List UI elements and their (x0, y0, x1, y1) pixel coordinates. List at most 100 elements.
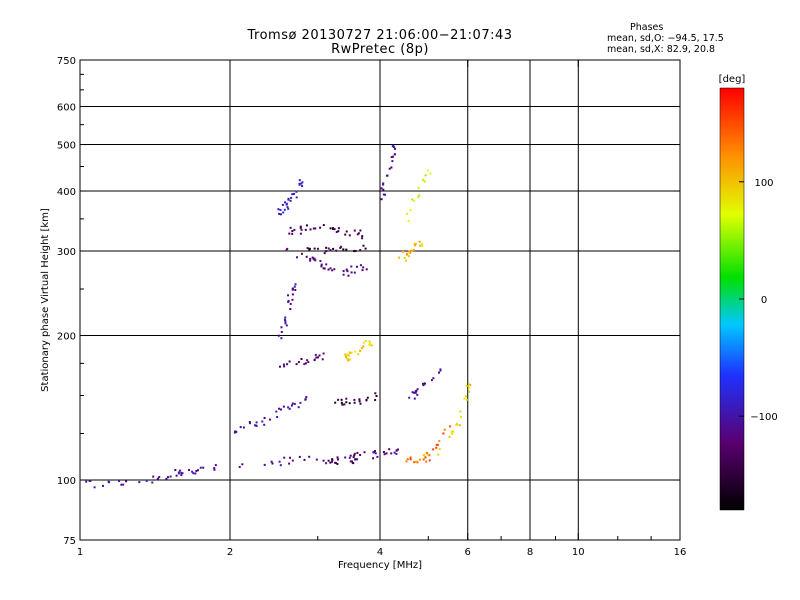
data-point (305, 255, 308, 258)
data-point (291, 459, 294, 462)
data-point (89, 479, 92, 482)
data-point (282, 363, 285, 366)
data-point (255, 424, 258, 427)
data-point (345, 401, 348, 404)
data-point (337, 227, 340, 230)
data-point (321, 358, 324, 361)
data-point (465, 385, 468, 387)
colorbar-label: [deg] (719, 74, 746, 85)
data-point (319, 260, 322, 262)
data-point (388, 167, 391, 170)
data-point (458, 424, 461, 427)
data-point (390, 156, 393, 159)
data-point (295, 363, 298, 366)
data-point (442, 432, 445, 435)
data-point (293, 402, 296, 405)
data-point (361, 269, 364, 272)
data-point (306, 224, 308, 227)
data-point (382, 188, 385, 191)
data-point (270, 460, 273, 463)
data-point (353, 271, 356, 274)
stats-o-mode: mean, sd,O: −94.5, 17.5 (607, 33, 724, 44)
data-point (348, 351, 351, 354)
data-point (372, 457, 375, 460)
data-point (468, 390, 471, 393)
stats-x-mode: mean, sd,X: 82.9, 20.8 (607, 44, 716, 55)
data-point (214, 464, 217, 467)
y-tick-label: 200 (57, 332, 76, 343)
data-point (356, 451, 359, 454)
data-point (169, 475, 172, 478)
data-point (346, 353, 349, 356)
data-point (318, 354, 321, 357)
data-point (346, 270, 349, 273)
data-point (409, 456, 412, 459)
data-point (179, 469, 182, 472)
data-point (420, 243, 423, 246)
data-point (423, 180, 426, 183)
data-point (455, 424, 458, 427)
data-point (300, 228, 303, 231)
data-point (423, 454, 426, 457)
data-point (459, 415, 462, 418)
data-point (280, 408, 282, 411)
y-tick-label: 750 (57, 56, 76, 67)
data-point (167, 476, 169, 479)
data-point (357, 353, 360, 356)
data-point (337, 458, 339, 461)
data-point (368, 343, 371, 346)
data-point (298, 455, 301, 458)
data-point (194, 472, 197, 475)
data-point (197, 469, 199, 472)
data-point (438, 448, 441, 451)
data-point (337, 398, 340, 401)
data-point (235, 430, 238, 433)
data-point (174, 469, 177, 471)
data-point (315, 458, 318, 461)
data-point (435, 446, 438, 449)
data-point (288, 462, 291, 465)
y-tick-label: 400 (57, 187, 76, 198)
data-point (278, 407, 280, 410)
data-point (436, 443, 439, 446)
data-point (465, 395, 468, 398)
data-point (297, 406, 300, 409)
data-point (320, 263, 323, 266)
data-point (335, 249, 338, 252)
data-point (280, 213, 282, 216)
data-point (282, 405, 285, 408)
x-axis-label: Frequency [MHz] (338, 560, 422, 571)
data-point (122, 483, 125, 486)
data-point (353, 398, 356, 401)
data-point (263, 423, 266, 426)
colorbar-tick-label: 0 (761, 295, 767, 306)
data-point (359, 229, 362, 232)
chart-title: Tromsø 20130727 21:06:00−21:07:43 (247, 28, 513, 43)
data-point (370, 344, 373, 347)
data-point (291, 193, 294, 196)
data-point (319, 226, 322, 229)
data-point (333, 228, 336, 231)
data-point (390, 166, 393, 169)
data-point (341, 403, 344, 406)
data-point (350, 271, 353, 274)
data-point (374, 392, 377, 395)
data-point (308, 455, 311, 458)
data-point (365, 398, 368, 401)
data-point (413, 242, 416, 245)
data-point (355, 265, 358, 268)
data-point (291, 298, 294, 301)
data-point (288, 232, 291, 235)
y-tick-label: 600 (57, 103, 76, 114)
data-point (356, 233, 359, 236)
data-point (374, 450, 376, 452)
data-point (293, 285, 296, 288)
data-point (413, 391, 416, 394)
data-point (280, 331, 283, 333)
data-point (347, 354, 350, 357)
data-point (175, 474, 178, 477)
data-point (316, 247, 319, 250)
data-point (294, 289, 297, 291)
data-point (325, 246, 328, 249)
data-point (448, 435, 451, 438)
